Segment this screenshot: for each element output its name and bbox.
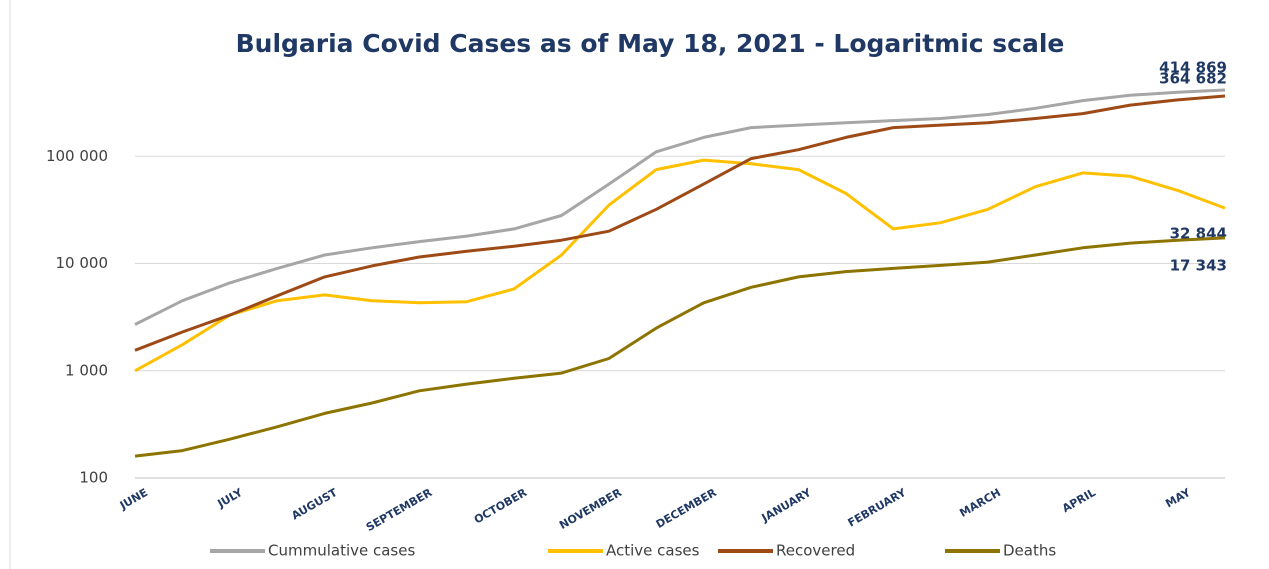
value-label: 17 343 [1170,256,1227,274]
legend-label: Active cases [606,542,700,560]
legend-label: Cummulative cases [268,542,415,560]
legend-label: Deaths [1003,542,1056,560]
y-tick-label: 10 000 [56,254,109,272]
y-tick-label: 100 [79,469,108,487]
series-line [134,236,1226,458]
value-label: 414 869 [1159,58,1227,76]
y-tick-label: 1 000 [65,361,108,379]
series-line [134,88,1226,326]
series-line [134,94,1226,352]
y-tick-label: 100 000 [46,147,108,165]
chart-title: Bulgaria Covid Cases as of May 18, 2021 … [236,29,1065,58]
value-label: 364 682 [1159,69,1227,87]
series-line [134,158,1226,373]
legend-label: Recovered [776,542,855,560]
